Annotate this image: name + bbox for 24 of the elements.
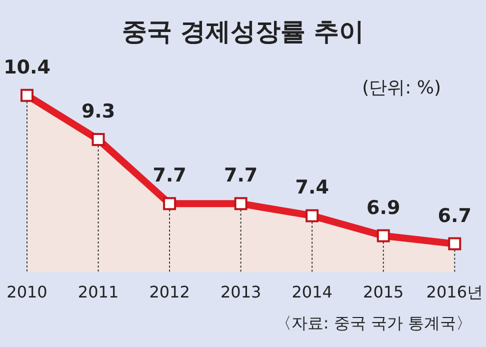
data-label: 7.7 xyxy=(152,164,186,187)
data-label: 10.4 xyxy=(4,56,50,78)
x-tick-label: 2013 xyxy=(220,282,262,302)
x-tick-label: 2015 xyxy=(363,282,404,302)
data-label: 6.9 xyxy=(366,196,400,219)
point xyxy=(306,209,319,222)
point xyxy=(20,88,34,102)
x-tick-label: 2010 xyxy=(6,282,48,302)
x-tick-label: 2011 xyxy=(78,282,119,302)
point xyxy=(163,197,176,210)
x-tick-label: 2016년 xyxy=(426,282,483,302)
data-label: 6.7 xyxy=(438,204,472,227)
x-tick-label: 2014 xyxy=(292,282,332,302)
point xyxy=(448,237,462,250)
data-label: 7.4 xyxy=(295,176,329,199)
chart-subtitle: (단위: %) xyxy=(362,78,442,98)
chart-title: 중국 경제성장률 추이 xyxy=(122,17,364,46)
x-tick-label: 2012 xyxy=(149,282,190,302)
point xyxy=(92,132,105,146)
annotation: 〈자료: 중국 국가 통계국〉 xyxy=(275,314,472,332)
point xyxy=(234,197,248,210)
point xyxy=(376,229,390,242)
data-label: 9.3 xyxy=(81,100,116,122)
data-label: 7.7 xyxy=(224,164,258,187)
